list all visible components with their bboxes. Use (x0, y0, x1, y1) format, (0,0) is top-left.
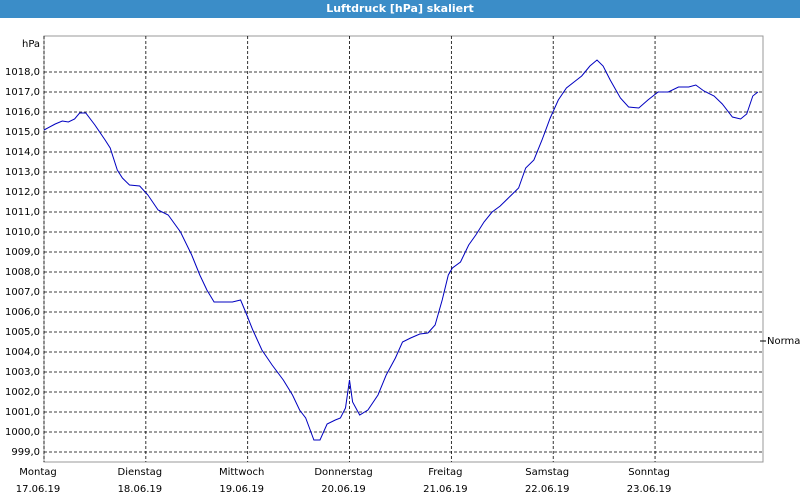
y-tick-label: 1002,0 (5, 387, 40, 398)
y-unit: hPa (22, 39, 40, 50)
reference-label: Normal (767, 336, 800, 347)
y-tick-label: 1001,0 (5, 407, 40, 418)
y-tick-label: 1017,0 (5, 87, 40, 98)
x-tick-date: 23.06.19 (627, 484, 672, 495)
y-tick-label: 1013,0 (5, 167, 40, 178)
y-tick-label: 1003,0 (5, 367, 40, 378)
y-tick-label: 1011,0 (5, 207, 40, 218)
y-tick-label: 999,0 (11, 447, 40, 458)
plot-area (43, 35, 764, 463)
x-tick-label: Mittwoch (219, 467, 264, 478)
x-tick-date: 21.06.19 (423, 484, 468, 495)
y-tick-label: 1016,0 (5, 107, 40, 118)
y-tick-label: 1005,0 (5, 327, 40, 338)
x-tick-label: Freitag (428, 467, 462, 478)
y-tick-label: 1006,0 (5, 307, 40, 318)
chart: hPa 999,0 1000,0 1001,0 1002,0 1003,0 1004,0 10… (5, 35, 800, 495)
pressure-line (43, 59, 759, 441)
y-tick-label: 1000,0 (5, 427, 40, 438)
x-tick-label: Montag (19, 467, 56, 478)
x-tick-date: 22.06.19 (525, 484, 570, 495)
x-tick-date: 19.06.19 (219, 484, 264, 495)
y-tick-label: 1010,0 (5, 227, 40, 238)
x-tick-label: Dienstag (118, 467, 163, 478)
x-tick-label: Donnerstag (314, 467, 372, 478)
y-tick-label: 1014,0 (5, 147, 40, 158)
x-tick-date: 17.06.19 (16, 484, 61, 495)
y-tick-label: 1012,0 (5, 187, 40, 198)
x-tick-date: 18.06.19 (118, 484, 163, 495)
title-bar: Luftdruck [hPa] skaliert (0, 0, 800, 18)
y-tick-label: 1007,0 (5, 287, 40, 298)
y-tick-label: 1008,0 (5, 267, 40, 278)
x-tick-label: Sonntag (628, 467, 670, 478)
y-tick-label: 1018,0 (5, 67, 40, 78)
y-tick-label: 1004,0 (5, 347, 40, 358)
y-tick-label: 1009,0 (5, 247, 40, 258)
y-tick-label: 1015,0 (5, 127, 40, 138)
x-tick-label: Samstag (525, 467, 569, 478)
x-tick-date: 20.06.19 (321, 484, 366, 495)
